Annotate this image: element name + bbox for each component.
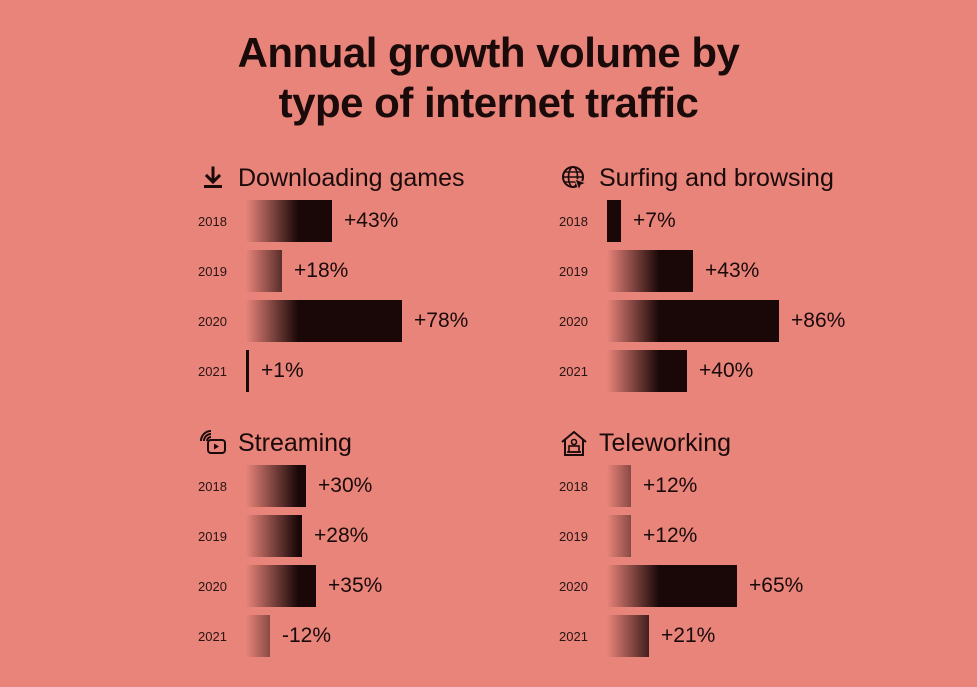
value-label: +18% xyxy=(294,259,349,282)
download-icon xyxy=(198,163,228,193)
value-label: +12% xyxy=(643,524,698,547)
value-label: +7% xyxy=(633,209,676,232)
panel-header: Surfing and browsing xyxy=(559,163,834,193)
value-label: +40% xyxy=(699,359,754,382)
value-label: +43% xyxy=(705,259,760,282)
bar-row: 2018 +43% xyxy=(198,200,578,242)
year-label: 2018 xyxy=(559,214,588,229)
bar xyxy=(607,465,631,507)
bar xyxy=(246,615,270,657)
year-label: 2021 xyxy=(198,629,227,644)
chart-title: Annual growth volume by type of internet… xyxy=(0,28,977,128)
value-label: +28% xyxy=(314,524,369,547)
panel-downloading-games: Downloading games 2018 +43% 2019 +18% 2020 +7… xyxy=(198,163,578,408)
bar xyxy=(607,200,621,242)
year-label: 2020 xyxy=(559,314,588,329)
year-label: 2021 xyxy=(198,364,227,379)
streaming-play-icon xyxy=(198,428,228,458)
bar-row: 2021 +21% xyxy=(559,615,939,657)
bar xyxy=(607,615,649,657)
value-label: +43% xyxy=(344,209,399,232)
bar-row: 2020 +65% xyxy=(559,565,939,607)
bar xyxy=(246,565,316,607)
bar-row: 2020 +78% xyxy=(198,300,578,342)
bar-row: 2021 +40% xyxy=(559,350,939,392)
year-label: 2021 xyxy=(559,629,588,644)
year-label: 2020 xyxy=(198,579,227,594)
value-label: +78% xyxy=(414,309,469,332)
bar-row: 2019 +28% xyxy=(198,515,578,557)
year-label: 2019 xyxy=(198,529,227,544)
value-label: +21% xyxy=(661,624,716,647)
year-label: 2019 xyxy=(559,529,588,544)
bar-row: 2019 +43% xyxy=(559,250,939,292)
bar-row: 2021 +1% xyxy=(198,350,578,392)
value-label: +35% xyxy=(328,574,383,597)
bar xyxy=(607,515,631,557)
globe-cursor-icon xyxy=(559,163,589,193)
panel-title: Downloading games xyxy=(238,164,465,192)
year-label: 2018 xyxy=(198,214,227,229)
bar xyxy=(246,250,282,292)
bar-row: 2019 +12% xyxy=(559,515,939,557)
panel-surfing-browsing: Surfing and browsing 2018 +7% 2019 +43% 2020… xyxy=(559,163,939,408)
value-label: +12% xyxy=(643,474,698,497)
bar xyxy=(607,300,779,342)
bar-row: 2020 +86% xyxy=(559,300,939,342)
bar xyxy=(607,250,693,292)
year-label: 2019 xyxy=(559,264,588,279)
panel-teleworking: Teleworking 2018 +12% 2019 +12% 2020 +65% 2021… xyxy=(559,428,939,673)
year-label: 2020 xyxy=(559,579,588,594)
bar xyxy=(246,350,249,392)
year-label: 2018 xyxy=(198,479,227,494)
panel-title: Teleworking xyxy=(599,429,732,457)
value-label: +86% xyxy=(791,309,846,332)
panel-header: Teleworking xyxy=(559,428,731,458)
chart-title-line-1: Annual growth volume by xyxy=(237,29,740,76)
bar xyxy=(607,350,687,392)
bar-row: 2021 -12% xyxy=(198,615,578,657)
panel-header: Streaming xyxy=(198,428,352,458)
bar xyxy=(246,300,402,342)
year-label: 2020 xyxy=(198,314,227,329)
bar-row: 2019 +18% xyxy=(198,250,578,292)
panel-streaming: Streaming 2018 +30% 2019 +28% 2020 +35% 2021 -1… xyxy=(198,428,578,673)
panel-title: Streaming xyxy=(238,429,352,457)
bar-row: 2018 +7% xyxy=(559,200,939,242)
bar-row: 2018 +30% xyxy=(198,465,578,507)
year-label: 2021 xyxy=(559,364,588,379)
value-label: +65% xyxy=(749,574,804,597)
bar-row: 2020 +35% xyxy=(198,565,578,607)
home-office-icon xyxy=(559,428,589,458)
panel-title: Surfing and browsing xyxy=(599,164,834,192)
value-label: +1% xyxy=(261,359,304,382)
bar xyxy=(246,465,306,507)
year-label: 2018 xyxy=(559,479,588,494)
bar xyxy=(607,565,737,607)
value-label: -12% xyxy=(282,624,332,647)
chart-title-line-2: type of internet traffic xyxy=(278,79,699,126)
panel-header: Downloading games xyxy=(198,163,465,193)
bar xyxy=(246,515,302,557)
bar-row: 2018 +12% xyxy=(559,465,939,507)
value-label: +30% xyxy=(318,474,373,497)
year-label: 2019 xyxy=(198,264,227,279)
bar xyxy=(246,200,332,242)
